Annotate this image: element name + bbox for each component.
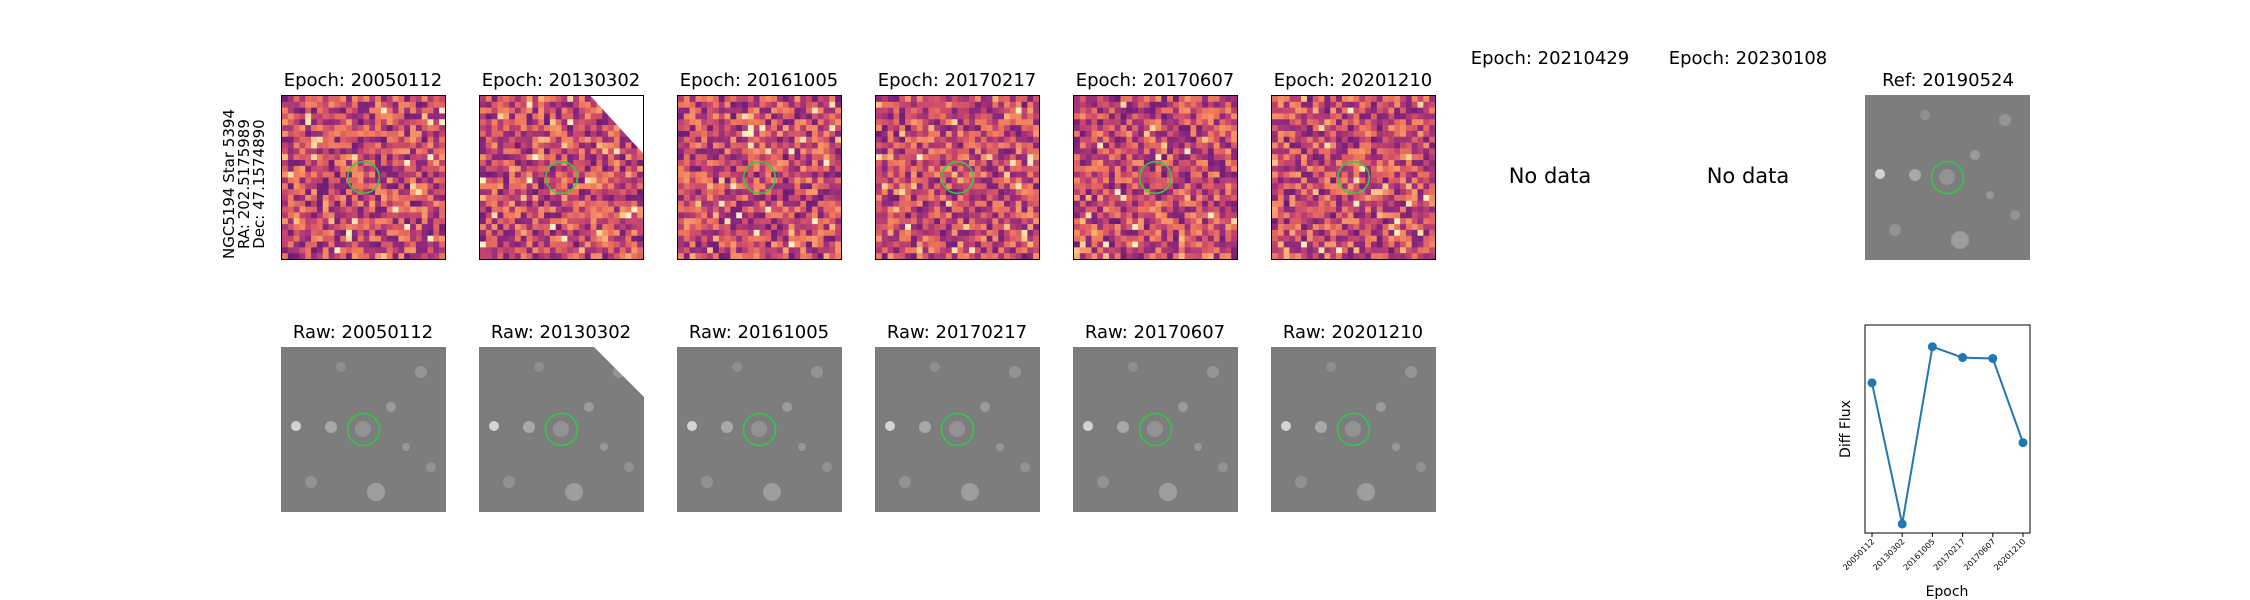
diff-panel-title: Epoch: 20050112 — [283, 70, 443, 91]
raw-panel-title: Raw: 20050112 — [292, 322, 434, 343]
aperture-circle — [1930, 160, 1965, 195]
empty-epoch-title: Epoch: 20210429 — [1470, 48, 1630, 69]
diff-panel-title: Epoch: 20170217 — [877, 70, 1037, 91]
star-info-label: NGC5194 Star 5394 RA: 202.5175989 Dec: 4… — [220, 109, 268, 259]
data-point — [1988, 353, 1998, 363]
diff-panel-title: Epoch: 20130302 — [481, 70, 641, 91]
raw-image — [479, 347, 644, 512]
ref-title: Ref: 20190524 — [1882, 70, 2014, 91]
aperture-circle — [742, 160, 777, 195]
y-axis-label: Diff Flux — [1838, 400, 1854, 458]
raw-image — [875, 347, 1040, 512]
empty-epoch-title: Epoch: 20230108 — [1668, 48, 1828, 69]
diff-panel-title: Epoch: 20170607 — [1075, 70, 1235, 91]
difference-image — [1073, 95, 1238, 260]
diff-panel-title: Epoch: 20161005 — [679, 70, 839, 91]
x-tick-label: 20161005 — [1902, 537, 1937, 572]
difference-image — [875, 95, 1040, 260]
difference-image — [281, 95, 446, 260]
aperture-circle — [1138, 160, 1173, 195]
raw-panel-title: Raw: 20201210 — [1282, 322, 1424, 343]
chart-frame — [1864, 324, 2031, 534]
difference-image — [677, 95, 842, 260]
aperture-circle — [940, 160, 975, 195]
data-point — [1867, 378, 1877, 388]
data-point — [2018, 438, 2028, 448]
series-line — [1871, 345, 2024, 525]
raw-image — [677, 347, 842, 512]
aperture-circle — [1336, 412, 1371, 447]
reference-image — [1865, 95, 2030, 260]
aperture-circle — [940, 412, 975, 447]
raw-panel-title: Raw: 20170217 — [886, 322, 1028, 343]
data-point — [1897, 519, 1907, 529]
x-tick-label: 20201210 — [1992, 537, 2027, 572]
no-data-message: No data — [1508, 164, 1592, 188]
aperture-circle — [1336, 160, 1371, 195]
x-tick-label: 20170217 — [1932, 537, 1967, 572]
x-tick-label: 20170607 — [1962, 537, 1997, 572]
raw-panel-title: Raw: 20161005 — [688, 322, 830, 343]
aperture-circle — [544, 160, 579, 195]
raw-image — [1073, 347, 1238, 512]
raw-image — [281, 347, 446, 512]
difference-image — [1271, 95, 1436, 260]
x-axis-label: Epoch — [1926, 584, 1969, 600]
diff-panel-title: Epoch: 20201210 — [1273, 70, 1433, 91]
aperture-circle — [544, 412, 579, 447]
data-point — [1958, 353, 1968, 363]
aperture-circle — [346, 412, 381, 447]
no-data-message: No data — [1706, 164, 1790, 188]
data-point — [1927, 342, 1937, 352]
raw-panel-title: Raw: 20130302 — [490, 322, 632, 343]
star-dec: Dec: 47.1574890 — [250, 119, 268, 249]
aperture-circle — [1138, 412, 1173, 447]
x-tick-label: 20130302 — [1871, 537, 1906, 572]
raw-image — [1271, 347, 1436, 512]
diff-flux-chart: 2005011220130302201610052017021720170607… — [1838, 324, 2031, 600]
aperture-circle — [742, 412, 777, 447]
difference-image — [479, 95, 644, 260]
aperture-circle — [346, 160, 381, 195]
raw-panel-title: Raw: 20170607 — [1084, 322, 1226, 343]
